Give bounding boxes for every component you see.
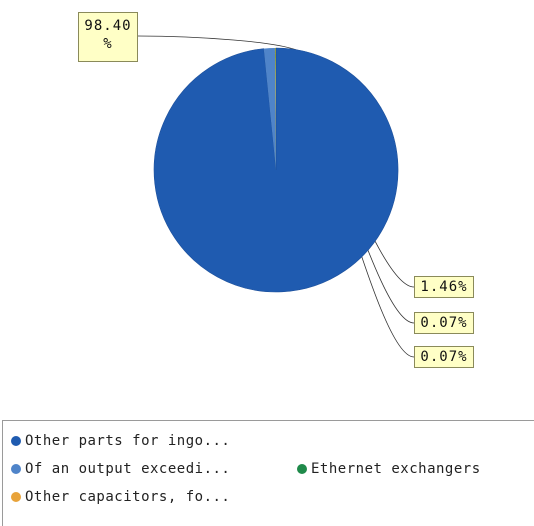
legend-item[interactable]: Other parts for ingo...	[11, 433, 230, 449]
pie-chart	[137, 35, 415, 358]
pie-slice	[274, 47, 276, 171]
legend-marker-icon	[11, 464, 21, 474]
legend: Other parts for ingo... Of an output exce…	[2, 420, 534, 526]
data-label: 0.07%	[414, 312, 474, 334]
data-label: 1.46%	[414, 276, 474, 298]
legend-label: Of an output exceedi...	[25, 461, 231, 477]
legend-item[interactable]: Of an output exceedi...	[11, 461, 281, 477]
data-label: 0.07%	[414, 346, 474, 368]
legend-item[interactable]: Other capacitors, fo...	[11, 489, 230, 505]
pie-slice	[263, 48, 276, 170]
legend-marker-icon	[11, 436, 21, 446]
data-label: 98.40 %	[78, 12, 138, 62]
legend-label: Ethernet exchangers	[311, 461, 481, 477]
legend-label: Other parts for ingo...	[25, 433, 231, 449]
legend-row: Other parts for ingo...	[11, 429, 246, 453]
legend-marker-icon	[297, 464, 307, 474]
pie-slice	[153, 47, 399, 293]
legend-row: Of an output exceedi... Ethernet exchange…	[11, 457, 497, 481]
legend-row: Other capacitors, fo...	[11, 485, 246, 509]
legend-label: Other capacitors, fo...	[25, 489, 231, 505]
legend-item[interactable]: Ethernet exchangers	[297, 461, 481, 477]
pie-slice	[275, 47, 276, 171]
legend-marker-icon	[11, 492, 21, 502]
